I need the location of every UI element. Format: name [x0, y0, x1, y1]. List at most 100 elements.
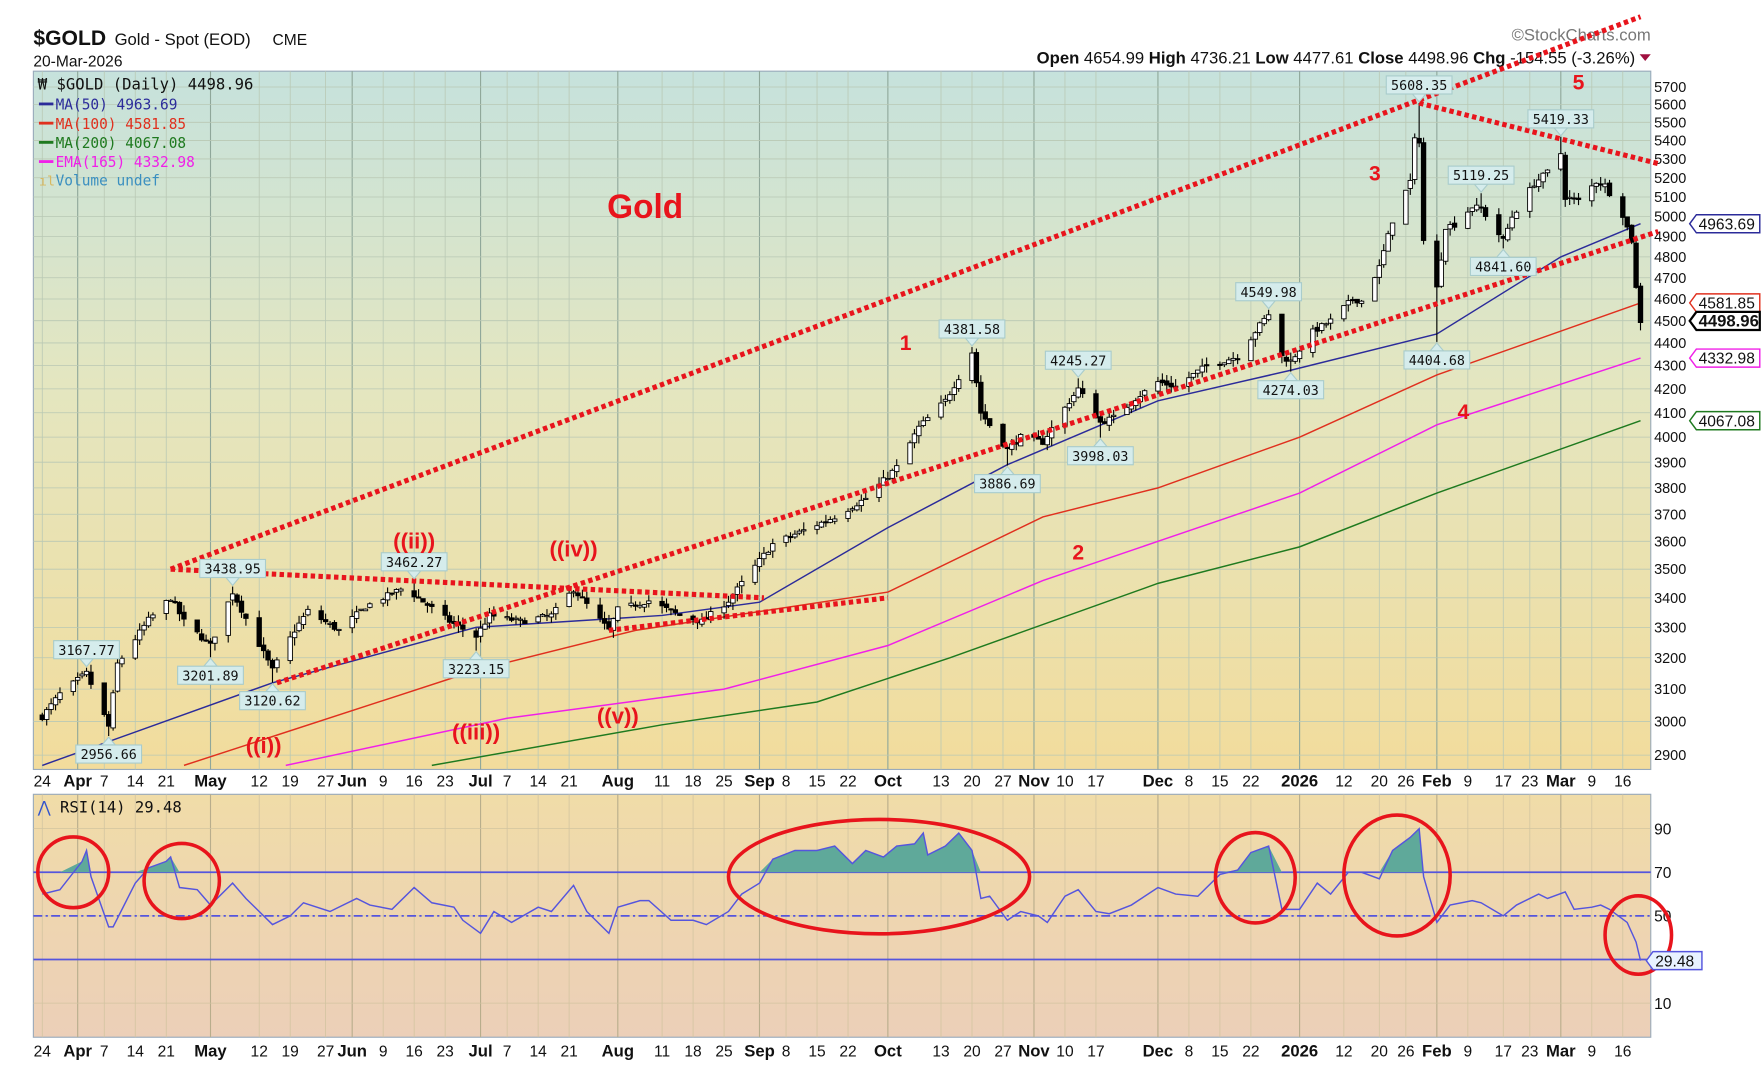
price-tick-label: 4400 — [1654, 336, 1686, 352]
candle-body — [646, 600, 652, 604]
x-tick-label: 27 — [994, 1043, 1011, 1060]
x-tick-label: 9 — [1464, 1043, 1473, 1060]
candle-body — [358, 608, 364, 611]
candle-body — [119, 657, 125, 665]
x-tick-label: 8 — [1185, 1043, 1194, 1060]
rsi-highlight-circle — [1342, 813, 1452, 938]
price-annotation: 3886.69 — [973, 465, 1041, 494]
x-tick-label: 26 — [1397, 1043, 1415, 1060]
candle-body — [584, 597, 590, 604]
price-annotations: 3167.77 2956.66 3438.95 3201.89 3120.62 3462.… — [53, 75, 1595, 764]
price-tick-label: 4100 — [1654, 406, 1686, 422]
rsi-tick-label: 70 — [1654, 865, 1672, 882]
candle-body — [1035, 435, 1042, 440]
x-tick-label: Apr — [63, 1041, 92, 1060]
price-annotation: 5119.25 — [1447, 165, 1515, 193]
candle-body — [1438, 259, 1444, 287]
price-tick-label: 4900 — [1654, 230, 1686, 246]
candle-body — [1527, 187, 1533, 212]
x-tick-label: 16 — [406, 773, 424, 790]
x-tick-label: 20 — [1371, 773, 1389, 790]
rsi-icon: ⋀ — [37, 797, 52, 816]
x-tick-label: Nov — [1018, 1041, 1050, 1060]
annotation-value: 4245.27 — [1050, 354, 1106, 369]
ma50-line — [42, 223, 1641, 767]
candle-body — [234, 594, 240, 603]
candle-body — [1075, 387, 1081, 398]
candle-body — [256, 617, 262, 647]
grid — [33, 71, 1651, 1038]
candle-body — [1597, 183, 1604, 186]
candle-body — [796, 530, 802, 534]
candle-body — [765, 551, 772, 555]
candle-body — [429, 603, 435, 607]
candle-body — [770, 543, 776, 552]
candle-body — [1252, 332, 1259, 340]
candle-body — [854, 505, 860, 511]
price-annotation: 4549.98 — [1235, 282, 1303, 310]
candle-body — [783, 535, 789, 543]
value-box — [1688, 293, 1761, 313]
candle-body — [1562, 154, 1568, 200]
candle-body — [668, 608, 674, 611]
candle-body — [849, 508, 856, 511]
candle-body — [393, 589, 400, 593]
candle-body — [39, 714, 45, 721]
legend-rsi: ⋀ RSI(14) 29.48 — [37, 797, 182, 816]
candle-body — [1447, 223, 1453, 230]
down-triangle-icon — [1639, 54, 1651, 62]
wave-label: 2 — [1072, 540, 1084, 564]
annotation-value: 3886.69 — [979, 478, 1035, 493]
x-tick-label: Sep — [744, 1041, 775, 1060]
x-tick-label: 7 — [503, 1043, 512, 1060]
candle-body — [1124, 406, 1130, 416]
candle-body — [1106, 416, 1112, 426]
price-tick-label: 4700 — [1654, 271, 1686, 287]
x-tick-label: Mar — [1546, 771, 1576, 790]
candle-body — [482, 623, 488, 630]
candle-body — [1044, 436, 1050, 446]
x-axis-bottom: 24 Apr 7 14 21 May 12 19 27 Jun 9 16 23 Jul 7 14 21 Aug 11… — [34, 1041, 1632, 1060]
price-annotation: 5419.33 — [1527, 109, 1595, 137]
candle-body — [477, 627, 484, 637]
candle-body — [907, 442, 913, 465]
x-tick-label: 16 — [1614, 773, 1632, 790]
candle-body — [57, 692, 63, 700]
candle-body — [1531, 185, 1537, 188]
candle-body — [721, 606, 727, 614]
candle-body — [1509, 216, 1515, 229]
x-tick-label: 21 — [158, 1043, 175, 1060]
candle-body — [894, 465, 900, 473]
x-tick-label: 18 — [684, 773, 702, 790]
candle-body — [163, 600, 169, 614]
candle-body — [1589, 185, 1595, 202]
x-tick-label: Dec — [1143, 1041, 1174, 1060]
x-tick-label: 19 — [282, 1043, 299, 1060]
candle-body — [1230, 357, 1236, 361]
annotation-value: 5419.33 — [1533, 113, 1589, 128]
candle-body — [362, 608, 369, 612]
price-tick-label: 3700 — [1654, 507, 1686, 523]
annotation-value: 4404.68 — [1409, 354, 1465, 369]
candle-body — [823, 521, 829, 524]
x-tick-label: 23 — [436, 773, 454, 790]
legend-price-text: $GOLD (Daily) 4498.96 — [57, 74, 254, 93]
candle-body — [336, 628, 342, 631]
price-tick-label: 5300 — [1654, 152, 1686, 168]
trendline — [608, 595, 889, 633]
candle-body — [1292, 356, 1298, 362]
candle-body — [513, 617, 519, 620]
wave-labels: ((i)) ((ii)) ((iii)) ((iv)) ((v)) 1 2 3 4 5 — [246, 70, 1585, 758]
candle-body — [601, 618, 608, 624]
candle-body — [792, 533, 798, 538]
candle-body — [269, 659, 276, 669]
price-tick-label: 3800 — [1654, 481, 1686, 497]
candle-body — [956, 379, 962, 389]
x-tick-label: 20 — [963, 773, 981, 790]
x-tick-label: 27 — [317, 1043, 334, 1060]
rsi-highlight-circle — [36, 835, 111, 910]
candle-body — [367, 603, 373, 608]
annotation-box — [1066, 446, 1134, 466]
price-annotation: 5608.35 — [1385, 75, 1453, 103]
candle-body — [827, 519, 833, 523]
